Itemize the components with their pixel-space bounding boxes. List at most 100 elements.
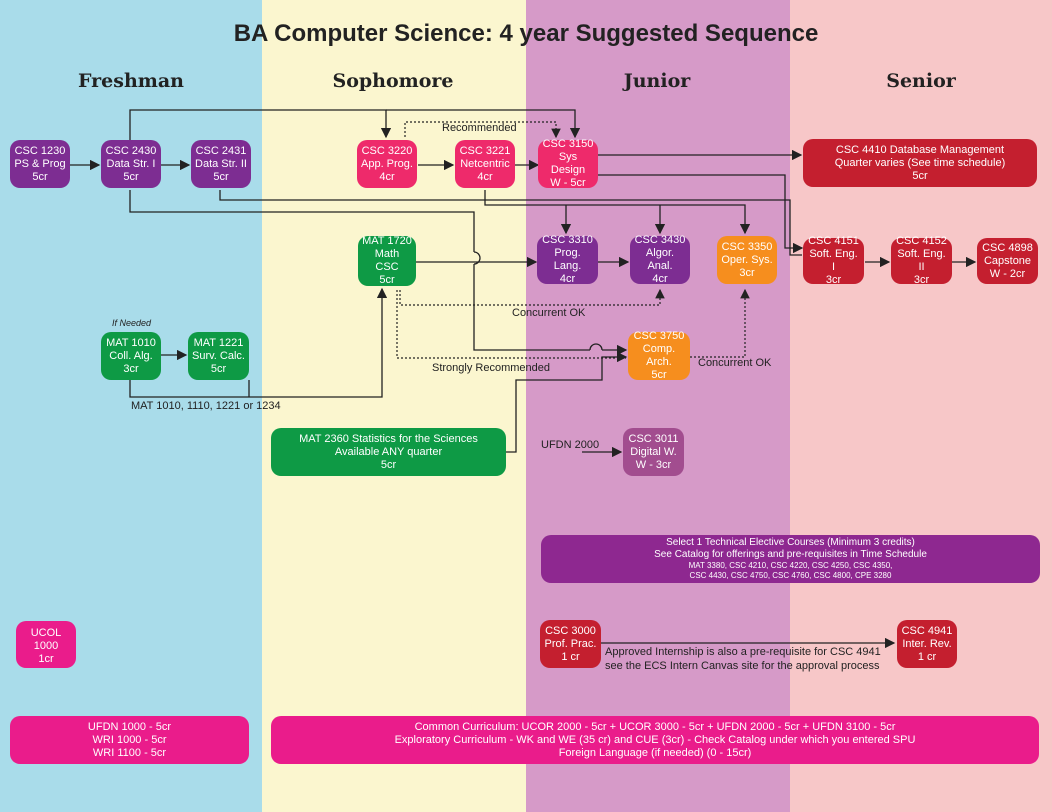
course-csc3220[interactable]: CSC 3220 App. Prog. 4cr	[357, 140, 417, 188]
course-mat1010[interactable]: MAT 1010 Coll. Alg. 3cr	[101, 332, 161, 380]
ufdn2000-label: UFDN 2000	[541, 439, 600, 451]
course-csc3150[interactable]: CSC 3150 Sys Design W - 5cr	[538, 138, 598, 189]
elective-line3: MAT 3380, CSC 4210, CSC 4220, CSC 4250, …	[688, 561, 893, 570]
course-code: CSC 2431	[195, 144, 247, 157]
course-credits: W - 5cr	[550, 177, 586, 189]
course-csc3350[interactable]: CSC 3350 Oper. Sys. 3cr	[717, 236, 777, 284]
course-credits: 5cr	[379, 274, 395, 286]
course-credits: 3cr	[913, 274, 930, 286]
course-name: App. Prog.	[361, 157, 413, 170]
concurrent-ok-label: Concurrent OK	[512, 307, 586, 319]
course-csc3221[interactable]: CSC 3221 Netcentric 4cr	[455, 140, 515, 188]
course-csc2430[interactable]: CSC 2430 Data Str. I 5cr	[101, 140, 161, 188]
year-junior: Junior	[623, 70, 691, 92]
course-code: CSC 1230	[14, 144, 66, 157]
year-freshman: Freshman	[78, 70, 184, 92]
course-title: MAT 2360 Statistics for the Sciences	[299, 432, 478, 445]
course-credits: 5cr	[213, 170, 229, 183]
course-credits: 5cr	[912, 169, 928, 182]
course-csc1230[interactable]: CSC 1230 PS & Prog 5cr	[10, 140, 70, 188]
course-title: CSC 4410 Database Management	[835, 143, 1005, 156]
elective-line4: CSC 4430, CSC 4750, CSC 4760, CSC 4800, …	[689, 571, 892, 580]
freshman-column	[0, 0, 262, 812]
course-code: CSC 3000	[545, 624, 596, 637]
recommended-label: Recommended	[442, 122, 517, 134]
course-csc4941[interactable]: CSC 4941 Inter. Rev. 1 cr	[897, 620, 957, 668]
course-code: CSC 3220	[361, 144, 413, 157]
course-csc3011[interactable]: CSC 3011 Digital W. W - 3cr	[623, 428, 684, 476]
course-code: CSC 2430	[105, 144, 157, 157]
year-sophomore: Sophomore	[332, 70, 454, 92]
course-credits: 1cr	[38, 653, 54, 665]
course-credits: 4cr	[652, 273, 668, 285]
course-name: Data Str. II	[195, 157, 247, 170]
course-code: CSC 4151	[808, 235, 859, 247]
course-code: UCOL 1000	[30, 627, 62, 652]
course-code: MAT 1010	[106, 336, 156, 349]
course-name: Netcentric	[460, 157, 510, 170]
course-credits: 4cr	[559, 273, 576, 285]
course-name: Inter. Rev.	[902, 637, 952, 650]
course-name: Algor. Anal.	[645, 247, 675, 272]
course-ucol1000[interactable]: UCOL 1000 1cr	[16, 621, 76, 668]
course-name: Digital W.	[630, 445, 677, 458]
course-credits: 5cr	[210, 362, 227, 375]
course-csc3000[interactable]: CSC 3000 Prof. Prac. 1 cr	[540, 620, 601, 668]
course-code: CSC 4152	[896, 235, 947, 247]
mat-options-label: MAT 1010, 1110, 1221 or 1234	[131, 400, 281, 412]
concurrent-ok-label: Concurrent OK	[698, 357, 772, 369]
course-name: Prof. Prac.	[544, 637, 597, 650]
course-name: Comp. Arch.	[642, 343, 676, 368]
course-name: Oper. Sys.	[721, 253, 773, 266]
course-csc3430[interactable]: CSC 3430 Algor. Anal. 4cr	[630, 234, 690, 285]
course-name: Capstone	[983, 254, 1032, 267]
course-csc3750[interactable]: CSC 3750 Comp. Arch. 5cr	[628, 330, 690, 381]
gen-ed-line: WRI 1100 - 5cr	[92, 746, 167, 759]
course-code: CSC 3310	[542, 234, 593, 246]
course-code: CSC 3350	[721, 240, 773, 253]
course-code: MAT 1221	[193, 336, 244, 349]
course-credits: 3cr	[123, 362, 139, 375]
senior-column	[790, 0, 1052, 812]
course-mat1221[interactable]: MAT 1221 Surv. Calc. 5cr	[188, 332, 249, 380]
course-csc3310[interactable]: CSC 3310 Prog. Lang. 4cr	[537, 234, 598, 285]
course-code: CSC 3011	[628, 432, 679, 445]
sophomore-column	[262, 0, 526, 812]
course-name: PS & Prog	[14, 157, 66, 170]
course-credits: 4cr	[379, 170, 395, 183]
course-csc4152[interactable]: CSC 4152 Soft. Eng. II 3cr	[891, 235, 952, 286]
course-code: CSC 3750	[633, 330, 685, 342]
course-code: CSC 4941	[901, 624, 953, 637]
course-credits: 3cr	[825, 274, 842, 286]
elective-line1: Select 1 Technical Elective Courses (Min…	[666, 537, 915, 548]
course-credits: 1 cr	[917, 650, 937, 663]
if-needed-label: If Needed	[112, 318, 152, 328]
common-line: Common Curriculum: UCOR 2000 - 5cr + UCO…	[414, 720, 896, 733]
course-mat2360[interactable]: MAT 2360 Statistics for the Sciences Ava…	[271, 428, 506, 476]
course-csc4410[interactable]: CSC 4410 Database Management Quarter var…	[803, 139, 1037, 187]
course-credits: 3cr	[739, 266, 755, 279]
freshman-gen-ed-box[interactable]: UFDN 1000 - 5cr WRI 1000 - 5cr WRI 1100 …	[10, 716, 249, 764]
gen-ed-line: UFDN 1000 - 5cr	[87, 720, 172, 733]
course-name: Math CSC	[374, 248, 400, 273]
course-credits: 5cr	[651, 369, 667, 381]
course-note: Available ANY quarter	[334, 445, 443, 458]
gen-ed-line: WRI 1000 - 5cr	[92, 733, 167, 746]
course-name: Sys Design	[550, 151, 586, 176]
course-name: Prog. Lang.	[553, 247, 582, 272]
common-line: Foreign Language (if needed) (0 - 15cr)	[558, 746, 752, 759]
course-credits: 1 cr	[561, 650, 580, 663]
common-curriculum-box[interactable]: Common Curriculum: UCOR 2000 - 5cr + UCO…	[271, 716, 1039, 764]
course-csc2431[interactable]: CSC 2431 Data Str. II 5cr	[191, 140, 251, 188]
course-csc4898[interactable]: CSC 4898 Capstone W - 2cr	[977, 238, 1038, 284]
course-mat1720[interactable]: MAT 1720 Math CSC 5cr	[358, 235, 416, 286]
course-name: Soft. Eng. II	[897, 248, 946, 273]
course-credits: 5cr	[380, 458, 397, 471]
course-code: CSC 3221	[459, 144, 511, 157]
technical-elective-box[interactable]: Select 1 Technical Elective Courses (Min…	[541, 535, 1040, 583]
course-name: Surv. Calc.	[192, 349, 245, 362]
course-csc4151[interactable]: CSC 4151 Soft. Eng. I 3cr	[803, 235, 864, 286]
page-title: BA Computer Science: 4 year Suggested Se…	[233, 20, 819, 47]
course-credits: W - 2cr	[989, 267, 1026, 280]
strongly-recommended-label: Strongly Recommended	[432, 362, 551, 374]
